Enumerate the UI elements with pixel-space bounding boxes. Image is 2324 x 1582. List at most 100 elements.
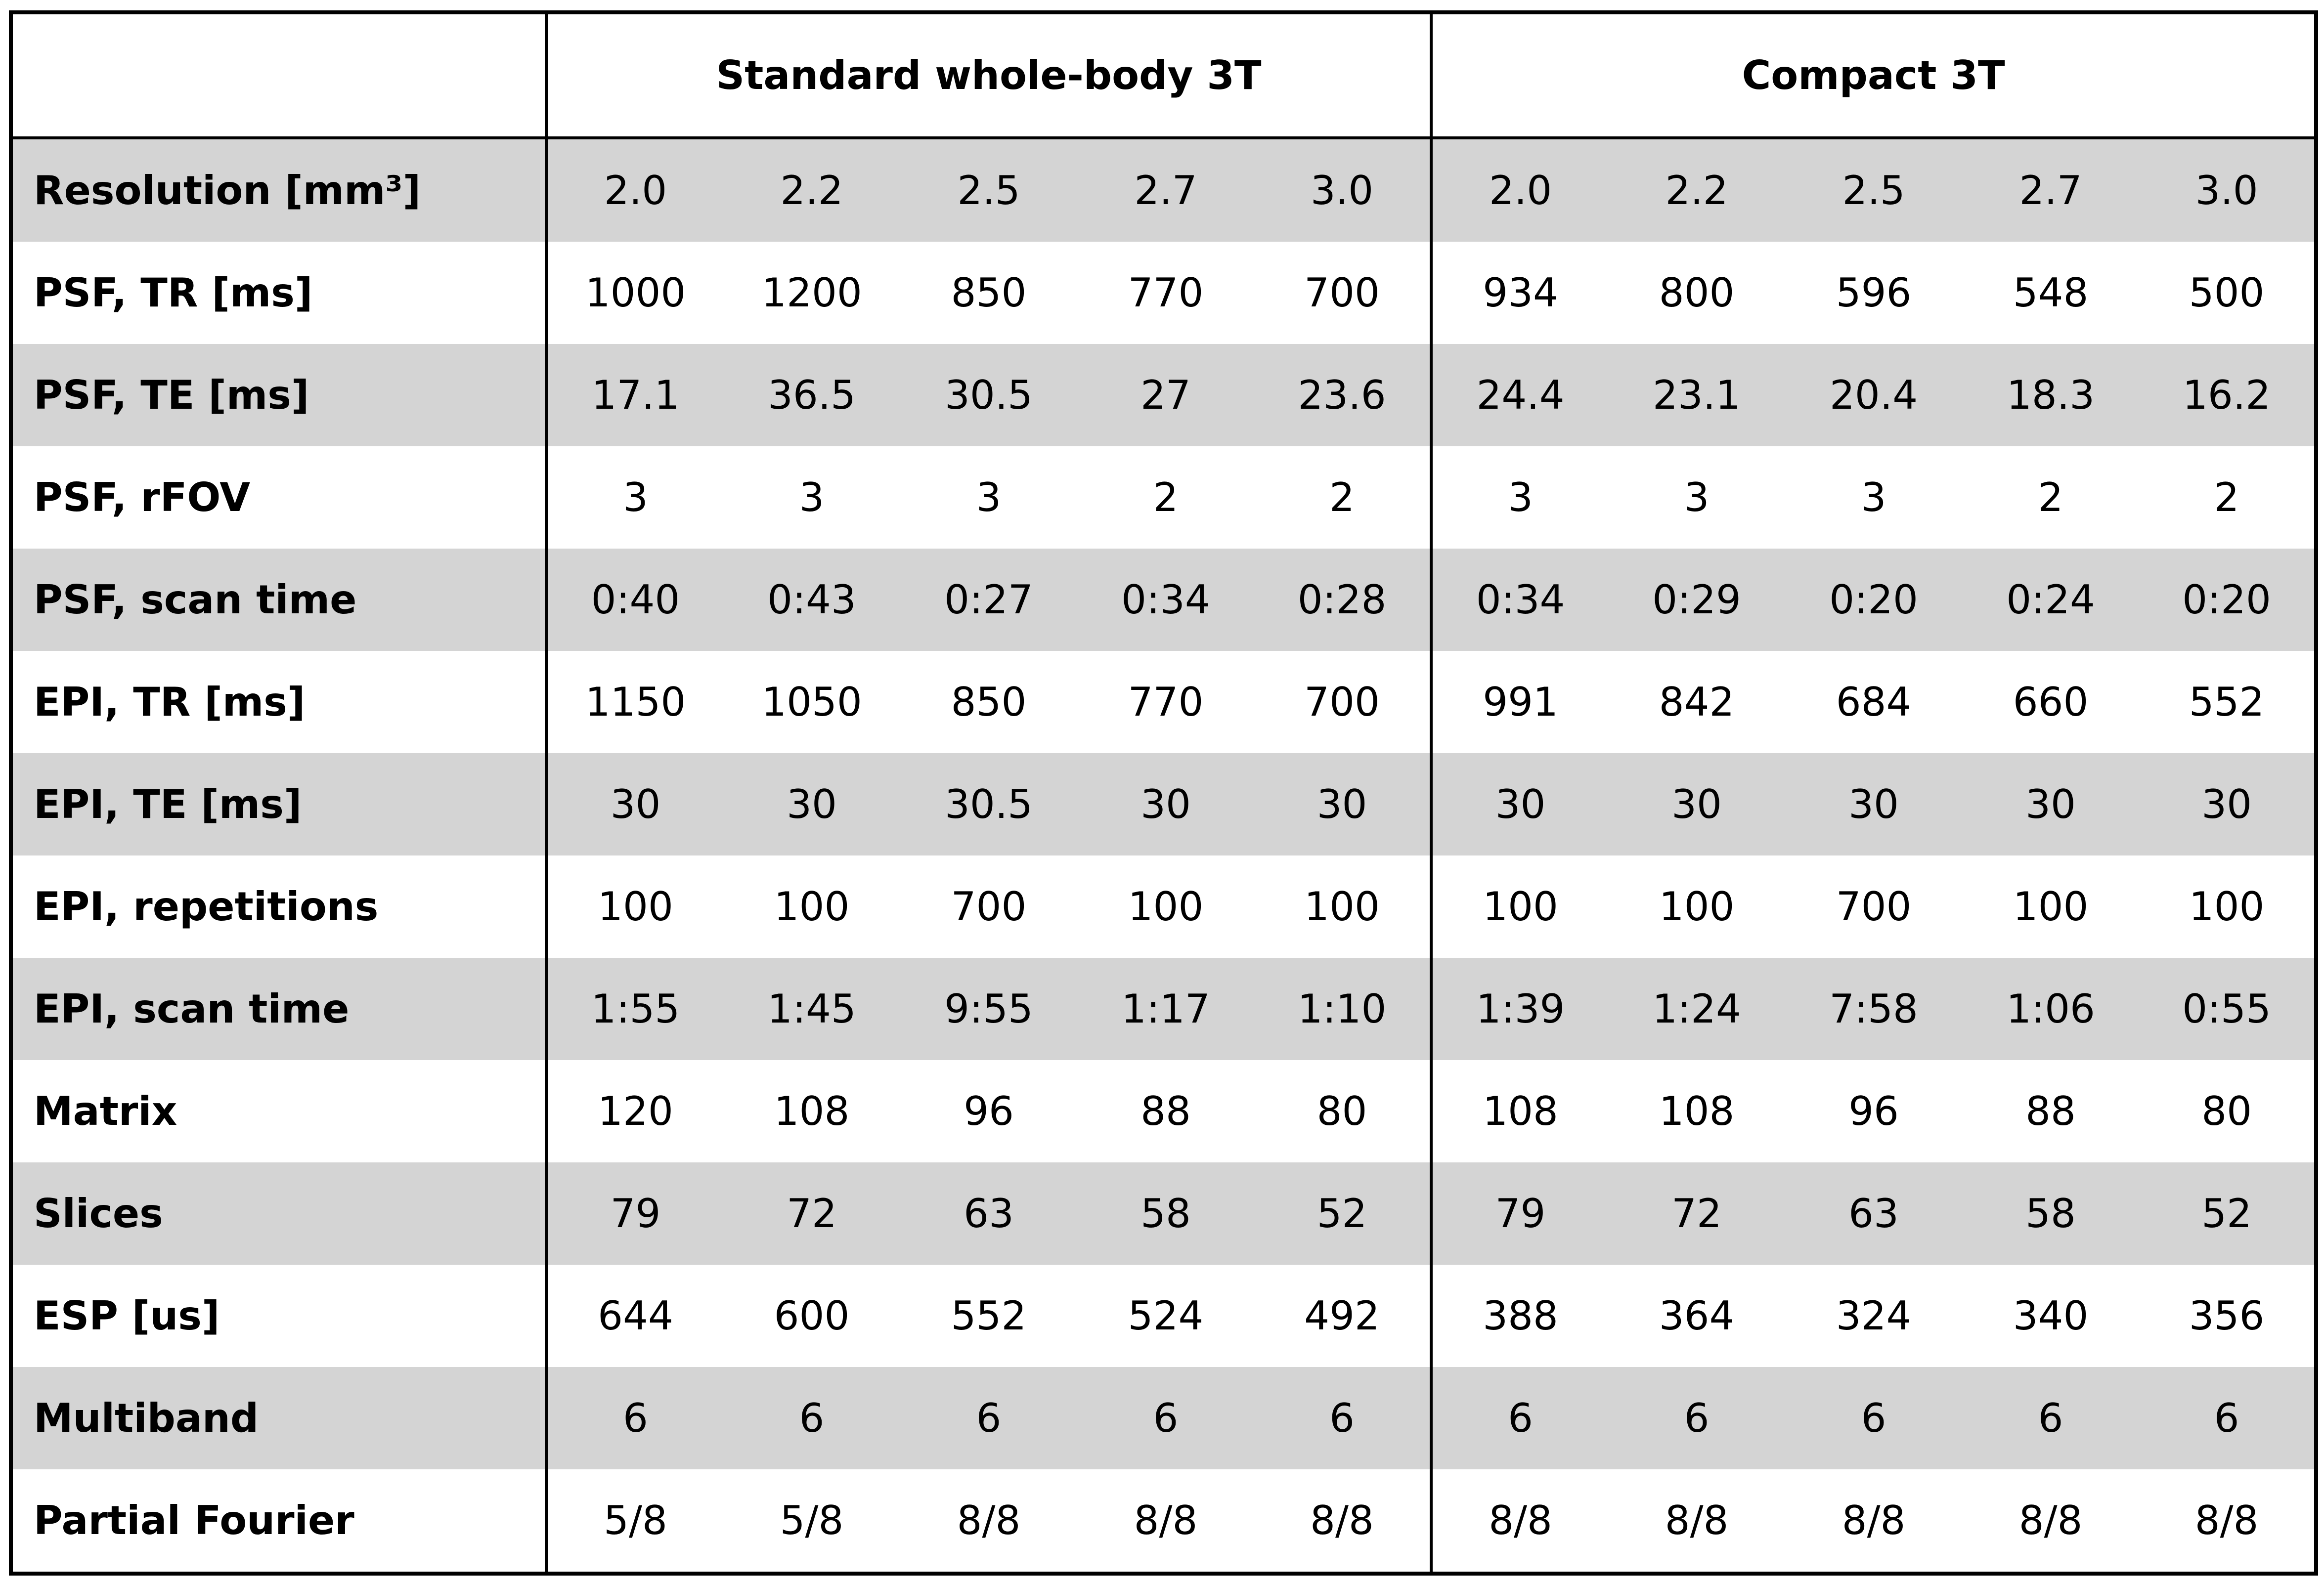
cell-value: 600 [774,1293,850,1339]
cell-value: 30 [1077,753,1254,855]
cell-value: 3 [976,474,1002,520]
cell-value: 80 [1316,1088,1367,1134]
cell-value: 30 [1785,753,1963,855]
table-row: Matrix 120 108 96 88 80 108 108 96 88 80 [11,1060,2316,1162]
cell-value: 2.0 [545,138,723,242]
row-label: EPI, TE [ms] [11,753,546,855]
cell-value: 991 [1430,651,1609,753]
cell-value: 2.5 [1785,138,1963,242]
cell-value: 100 [1430,855,1609,958]
cell-value: 800 [1659,270,1735,316]
cell-value: 8/8 [1134,1497,1198,1543]
cell-value: 1000 [545,242,723,344]
cell-value: 36.5 [723,344,900,446]
cell-value: 72 [1608,1162,1786,1265]
cell-value: 6 [723,1367,900,1469]
cell-value: 100 [545,855,723,958]
cell-value: 5/8 [545,1469,723,1574]
row-label: EPI, repetitions [34,884,379,930]
cell-value: 1:06 [1962,958,2140,1060]
cell-value: 700 [1304,679,1380,725]
cell-value: 23.1 [1608,344,1786,446]
cell-value: 100 [1304,884,1380,930]
cell-value: 0:55 [2139,958,2317,1060]
table-row: PSF, TR [ms] 1000 1200 850 770 700 934 800 596 54… [11,242,2316,344]
cell-value: 1200 [761,270,862,316]
cell-value: 500 [2189,270,2265,316]
table-row: PSF, rFOV 3 3 3 2 2 3 3 3 2 2 [11,446,2316,549]
table-row: Resolution [mm³] 2.0 2.2 2.5 2.7 3.0 2.0 2.2 2.5… [11,138,2317,242]
corner-cell [11,12,546,139]
cell-value: 63 [900,1162,1077,1265]
cell-value: 100 [1659,884,1735,930]
cell-value: 850 [951,270,1027,316]
row-label: PSF, rFOV [34,474,251,520]
table-row: Multiband 6 6 6 6 6 6 6 6 6 6 [11,1367,2317,1469]
row-label: ESP [us] [34,1293,220,1339]
cell-value: 100 [2189,884,2265,930]
table-row: PSF, TE [ms] 17.1 36.5 30.5 27 23.6 24.4 23.1 20… [11,344,2317,446]
cell-value: 2.7 [1077,138,1254,242]
cell-value: 63 [1785,1162,1963,1265]
cell-value: 1050 [761,679,862,725]
cell-value: 552 [951,1293,1027,1339]
cell-value: 0:34 [1077,549,1254,651]
table-row: Partial Fourier 5/8 5/8 8/8 8/8 8/8 8/8 8/8 8/8 8… [11,1469,2316,1574]
cell-value: 0:24 [1962,549,2140,651]
cell-value: 364 [1659,1293,1735,1339]
table-row: Slices 79 72 63 58 52 79 72 63 58 52 [11,1162,2317,1265]
cell-value: 108 [774,1088,850,1134]
cell-value: 72 [723,1162,900,1265]
cell-value: 3 [1861,474,1886,520]
cell-value: 700 [1304,270,1380,316]
cell-value: 1:17 [1077,958,1254,1060]
cell-value: 1:55 [545,958,723,1060]
cell-value: 108 [1659,1088,1735,1134]
cell-value: 2 [1153,474,1179,520]
cell-value: 548 [2013,270,2089,316]
cell-value: 58 [1077,1162,1254,1265]
cell-value: 88 [2025,1088,2076,1134]
cell-value: 30 [1254,753,1432,855]
parameter-table: Standard whole-body 3T Compact 3T Resolu… [9,10,2319,1576]
cell-value: 2.5 [900,138,1077,242]
cell-value: 80 [2201,1088,2252,1134]
group-header: Standard whole-body 3T [544,12,1432,139]
cell-value: 8/8 [1665,1497,1729,1543]
cell-value: 5/8 [780,1497,844,1543]
cell-value: 1:24 [1608,958,1786,1060]
row-label: EPI, TR [ms] [34,679,306,725]
cell-value: 0:20 [1785,549,1963,651]
cell-value: 492 [1304,1293,1380,1339]
cell-value: 16.2 [2139,344,2317,446]
cell-value: 27 [1077,344,1254,446]
cell-value: 1150 [545,651,723,753]
cell-value: 79 [545,1162,723,1265]
cell-value: 700 [951,884,1027,930]
cell-value: 100 [774,884,850,930]
cell-value: 0:29 [1608,549,1786,651]
cell-value: 30.5 [900,344,1077,446]
cell-value: 96 [964,1088,1014,1134]
table-row: PSF, scan time 0:40 0:43 0:27 0:34 0:28 0:34 0:… [11,549,2317,651]
cell-value: 120 [545,1060,723,1162]
cell-value: 0:20 [2139,549,2317,651]
cell-value: 8/8 [1310,1497,1374,1543]
cell-value: 0:27 [900,549,1077,651]
cell-value: 1:39 [1430,958,1609,1060]
group-header: Compact 3T [1430,12,2317,139]
table-row: EPI, TE [ms] 30 30 30.5 30 30 30 30 30 30 30 [11,753,2317,855]
row-label: PSF, TR [ms] [34,270,313,316]
table-row: EPI, repetitions 100 100 700 100 100 100 100 700… [11,855,2316,958]
cell-value: 8/8 [1842,1497,1906,1543]
row-label: Matrix [34,1088,177,1134]
cell-value: 30 [723,753,900,855]
cell-value: 30 [1608,753,1786,855]
cell-value: 6 [545,1367,723,1469]
cell-value: 8/8 [2018,1497,2083,1543]
cell-value: 324 [1836,1293,1912,1339]
cell-value: 684 [1836,679,1912,725]
cell-value: 24.4 [1430,344,1609,446]
cell-value: 770 [1128,679,1204,725]
